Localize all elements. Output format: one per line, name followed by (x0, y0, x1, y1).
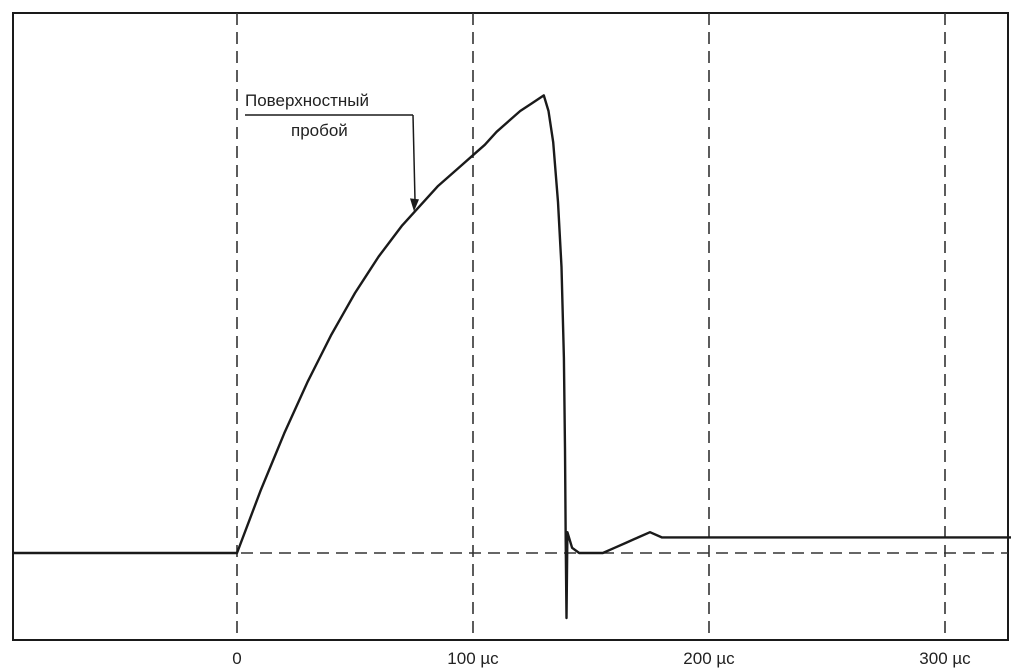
annotation-line-2: пробой (291, 121, 348, 140)
annotation-arrowhead (410, 198, 419, 212)
grid (13, 13, 1008, 640)
x-tick-label: 0 (232, 649, 241, 668)
series (12, 94, 1011, 620)
series-line (12, 94, 1011, 620)
plot-frame (12, 12, 1009, 641)
annotation: Поверхностный пробой (245, 91, 419, 212)
annotation-line-1: Поверхностный (245, 91, 369, 110)
x-tick-label: 100 µс (447, 649, 499, 668)
x-tick-label: 300 µс (919, 649, 971, 668)
annotation-leader (412, 114, 416, 201)
x-tick-labels: 0 100 µс 200 µс 300 µс (232, 649, 971, 668)
x-tick-label: 200 µс (683, 649, 735, 668)
